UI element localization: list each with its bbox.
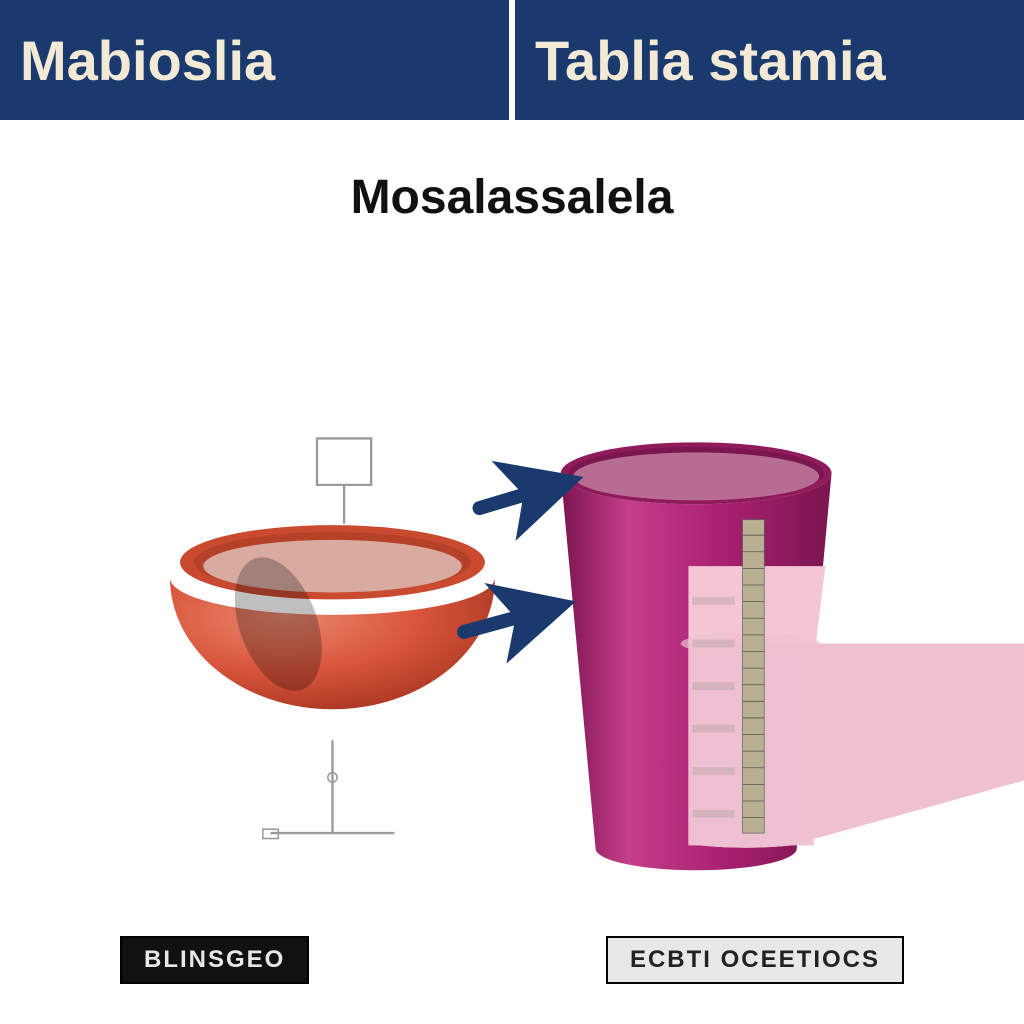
diagram-area: [0, 245, 1024, 895]
footer-badge-right-label: ECBTI OCEETIOCS: [630, 946, 880, 973]
header-label-left: Mabioslia: [20, 28, 275, 93]
footer-badge-left: BLINSGEO: [120, 936, 309, 984]
header-label-right: Tablia stamia: [535, 28, 886, 93]
header-cell-right: Tablia stamia: [515, 0, 1024, 120]
diagram-svg: [0, 245, 1024, 895]
header-bar: Mabioslia Tablia stamia: [0, 0, 1024, 120]
footer: BLINSGEO ECBTI OCEETIOCS: [0, 936, 1024, 984]
footer-badge-right: ECBTI OCEETIOCS: [606, 936, 904, 984]
footer-badge-left-label: BLINSGEO: [144, 946, 285, 973]
header-cell-left: Mabioslia: [0, 0, 515, 120]
subtitle: Mosalassalela: [0, 170, 1024, 225]
subtitle-text: Mosalassalela: [351, 171, 674, 224]
